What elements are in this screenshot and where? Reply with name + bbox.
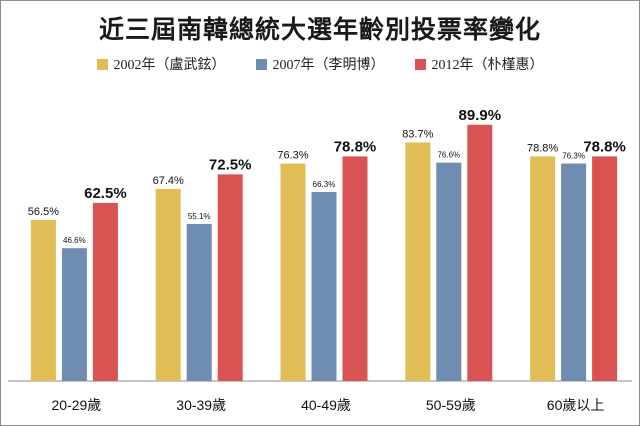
category-label-1: 30-39歲 <box>176 397 226 413</box>
data-label-1-2: 66.3% <box>313 180 336 189</box>
data-label-1-3: 76.6% <box>437 151 460 160</box>
bar-0-4 <box>530 156 556 381</box>
legend-label-2012: 2012年（朴槿惠） <box>431 58 544 73</box>
data-label-2-3: 89.9% <box>459 107 502 124</box>
legend-swatch-2012 <box>414 58 426 70</box>
bar-1-0 <box>61 248 87 381</box>
legend-item-2012: 2012年（朴槿惠） <box>414 54 544 74</box>
bar-2-0 <box>92 202 118 381</box>
data-label-0-2: 76.3% <box>277 150 308 162</box>
legend-label-2007: 2007年（李明博） <box>272 58 385 73</box>
bar-0-3 <box>405 142 431 381</box>
bar-2-4 <box>592 156 618 381</box>
category-label-2: 40-49歲 <box>301 397 351 413</box>
data-label-0-4: 78.8% <box>527 142 558 154</box>
bar-0-0 <box>30 219 56 381</box>
data-label-0-1: 67.4% <box>153 175 184 187</box>
bar-1-4 <box>561 163 587 381</box>
data-label-1-1: 55.1% <box>188 212 211 221</box>
bar-1-3 <box>436 162 462 381</box>
legend-label-2002: 2002年（盧武鉉） <box>113 58 226 73</box>
data-label-1-4: 76.3% <box>562 152 585 161</box>
bar-2-2 <box>342 156 368 381</box>
bar-1-1 <box>186 223 212 381</box>
legend-item-2002: 2002年（盧武鉉） <box>96 54 226 74</box>
legend-swatch-2002 <box>96 58 108 70</box>
bar-2-3 <box>467 124 493 381</box>
bar-0-2 <box>280 163 306 381</box>
data-label-2-2: 78.8% <box>334 138 377 155</box>
data-label-2-1: 72.5% <box>209 156 252 173</box>
bar-1-2 <box>311 192 337 381</box>
category-label-0: 20-29歲 <box>51 397 101 413</box>
data-label-2-0: 62.5% <box>84 185 127 202</box>
data-label-1-0: 46.6% <box>63 236 86 245</box>
data-label-2-4: 78.8% <box>583 138 626 155</box>
bar-0-1 <box>155 188 181 381</box>
category-label-4: 60歲以上 <box>547 397 605 413</box>
bar-2-1 <box>217 174 243 381</box>
chart-title: 近三屆南韓總統大選年齡別投票率變化 <box>98 15 541 44</box>
category-label-3: 50-59歲 <box>426 397 476 413</box>
legend-swatch-2007 <box>255 58 267 70</box>
data-label-0-3: 83.7% <box>402 128 433 140</box>
legend: 2002年（盧武鉉） 2007年（李明博） 2012年（朴槿惠） <box>0 54 640 74</box>
legend-item-2007: 2007年（李明博） <box>255 54 385 74</box>
data-label-0-0: 56.5% <box>28 206 59 218</box>
